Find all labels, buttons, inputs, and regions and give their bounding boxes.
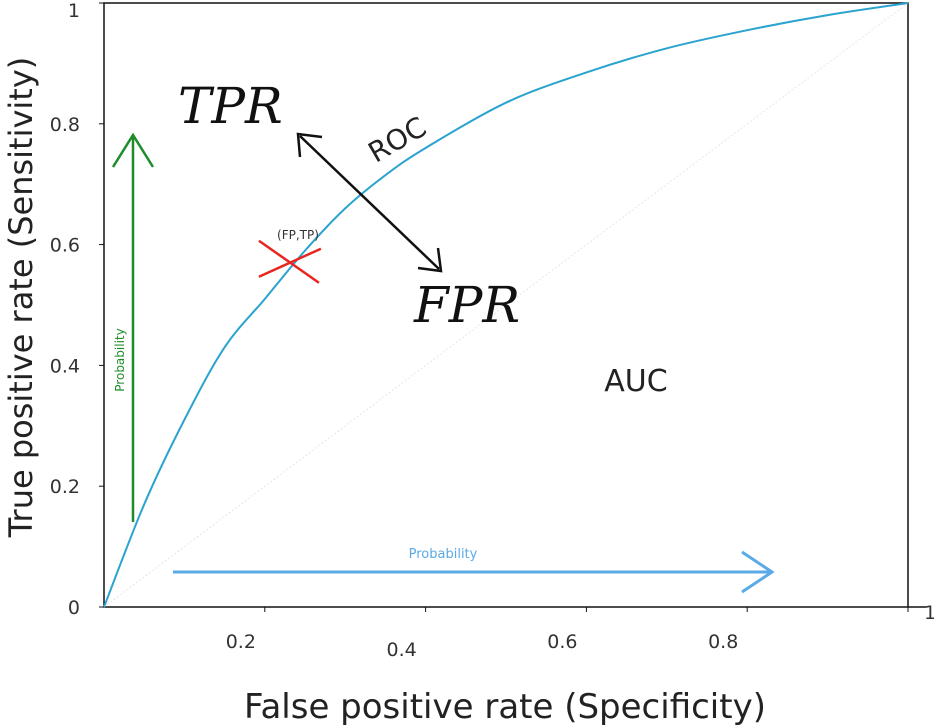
blue-arrow-head — [741, 550, 775, 594]
y-ticks: 0 0.2 0.4 0.6 0.8 1 — [50, 0, 104, 619]
x-tick-label: 0.6 — [547, 631, 577, 653]
roc-label: ROC — [363, 110, 432, 169]
x-tick-label: 1 — [924, 602, 934, 624]
marker-stroke — [258, 239, 320, 284]
auc-label: AUC — [604, 364, 667, 399]
probability-vertical-label: Probability — [113, 328, 127, 391]
fp-tp-label: (FP,TP) — [277, 228, 319, 242]
marker-stroke — [258, 247, 322, 278]
y-tick-label: 0 — [68, 597, 80, 619]
tpr-arrow-head — [296, 132, 323, 158]
probability-horizontal-label: Probability — [409, 547, 478, 562]
green-arrow-head — [111, 132, 155, 168]
fpr-arrow-head — [417, 247, 443, 273]
y-tick-label: 0.8 — [50, 114, 80, 136]
x-axis-label: False positive rate (Specificity) — [244, 687, 766, 727]
tpr-fpr-arrow-shaft — [299, 135, 440, 270]
y-axis-label: True positive rate (Sensitivity) — [2, 57, 40, 539]
x-ticks: 0.2 0.4 0.6 0.8 1 — [226, 602, 934, 661]
roc-curve — [103, 2, 909, 608]
x-tick-label: 0.2 — [226, 631, 256, 653]
fp-tp-marker — [258, 239, 322, 284]
y-tick-label: 0.2 — [50, 476, 80, 498]
y-tick-label: 1 — [68, 0, 80, 22]
x-tick-label: 0.4 — [386, 639, 416, 661]
y-tick-label: 0.6 — [50, 235, 80, 257]
tpr-label: TPR — [178, 77, 283, 135]
y-tick-label: 0.4 — [50, 355, 80, 377]
plot-frame — [103, 2, 909, 608]
fpr-label: FPR — [413, 276, 520, 334]
x-tick-label: 0.8 — [708, 631, 738, 653]
